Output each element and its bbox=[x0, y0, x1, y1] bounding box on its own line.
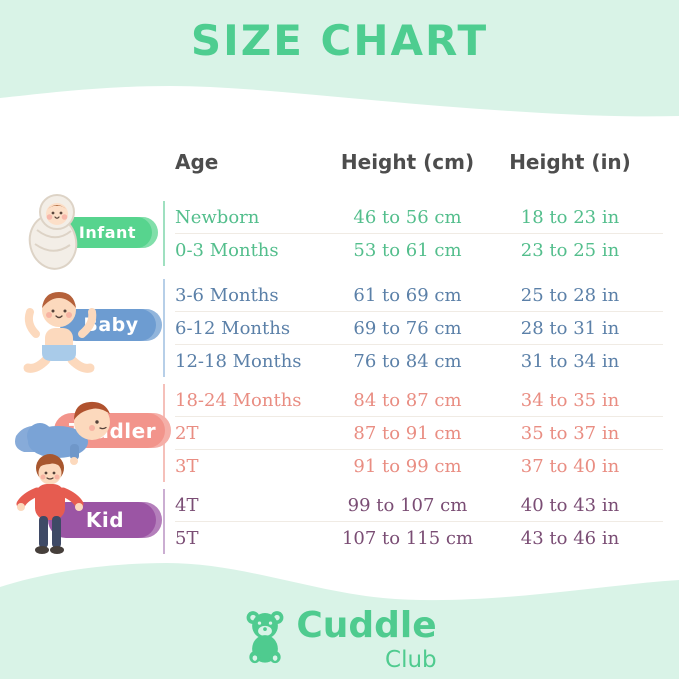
height-in-cell: 34 to 35 in bbox=[520, 389, 620, 411]
table-row: 5T 107 to 115 cm 43 to 46 in bbox=[175, 521, 663, 554]
swaddled-baby-icon bbox=[28, 194, 78, 270]
page-title: SIZE CHART bbox=[190, 16, 489, 65]
group-pill-kid: Kid bbox=[48, 502, 162, 538]
column-header-height-in: Height (in) bbox=[509, 150, 631, 174]
size-group-infant: Newborn 46 to 56 cm 18 to 23 in 0-3 Mont… bbox=[163, 201, 663, 266]
age-cell: 18-24 Months bbox=[175, 389, 302, 411]
height-cm-cell: 61 to 69 cm bbox=[353, 284, 462, 306]
column-header-height-cm: Height (cm) bbox=[340, 150, 475, 174]
age-cell: 12-18 Months bbox=[175, 350, 302, 372]
table-row: 3-6 Months 61 to 69 cm 25 to 28 in bbox=[175, 279, 663, 311]
crawling-toddler-icon bbox=[15, 401, 110, 465]
table-row: 6-12 Months 69 to 76 cm 28 to 31 in bbox=[175, 311, 663, 344]
age-cell: Newborn bbox=[175, 206, 260, 228]
height-in-cell: 28 to 31 in bbox=[520, 317, 620, 339]
height-cm-cell: 107 to 115 cm bbox=[341, 527, 474, 549]
height-cm-cell: 53 to 61 cm bbox=[353, 239, 462, 261]
size-group-kid: 4T 99 to 107 cm 40 to 43 in 5T 107 to 11… bbox=[163, 489, 663, 554]
height-in-cell: 40 to 43 in bbox=[520, 494, 620, 516]
age-cell: 3-6 Months bbox=[175, 284, 279, 306]
column-header-age: Age bbox=[175, 150, 219, 174]
standing-kid-icon bbox=[16, 454, 84, 554]
height-cm-cell: 76 to 84 cm bbox=[353, 350, 462, 372]
age-cell: 3T bbox=[175, 455, 199, 477]
table-row: 2T 87 to 91 cm 35 to 37 in bbox=[175, 416, 663, 449]
height-cm-cell: 84 to 87 cm bbox=[353, 389, 462, 411]
group-pill-label: Kid bbox=[85, 508, 125, 532]
height-in-cell: 23 to 25 in bbox=[520, 239, 620, 261]
height-in-cell: 18 to 23 in bbox=[520, 206, 620, 228]
top-wave-shape bbox=[0, 0, 679, 117]
brand-logo: Cuddle Club bbox=[0, 608, 679, 673]
height-cm-cell: 99 to 107 cm bbox=[347, 494, 468, 516]
size-group-toddler: 18-24 Months 84 to 87 cm 34 to 35 in 2T … bbox=[163, 384, 663, 482]
height-in-cell: 37 to 40 in bbox=[520, 455, 620, 477]
height-cm-cell: 91 to 99 cm bbox=[353, 455, 462, 477]
height-in-cell: 25 to 28 in bbox=[520, 284, 620, 306]
table-row: 3T 91 to 99 cm 37 to 40 in bbox=[175, 449, 663, 482]
table-row: Newborn 46 to 56 cm 18 to 23 in bbox=[175, 201, 663, 233]
group-pill-label: Baby bbox=[83, 314, 139, 336]
age-cell: 0-3 Months bbox=[175, 239, 279, 261]
table-row: 0-3 Months 53 to 61 cm 23 to 25 in bbox=[175, 233, 663, 266]
size-group-baby: 3-6 Months 61 to 69 cm 25 to 28 in 6-12 … bbox=[163, 279, 663, 377]
height-in-cell: 31 to 34 in bbox=[520, 350, 620, 372]
age-cell: 6-12 Months bbox=[175, 317, 291, 339]
height-cm-cell: 46 to 56 cm bbox=[353, 206, 462, 228]
height-cm-cell: 69 to 76 cm bbox=[353, 317, 462, 339]
bottom-wave-shape bbox=[0, 563, 679, 679]
height-in-cell: 35 to 37 in bbox=[520, 422, 620, 444]
sitting-baby-icon bbox=[23, 292, 97, 373]
height-cm-cell: 87 to 91 cm bbox=[353, 422, 462, 444]
brand-name: Cuddle bbox=[296, 605, 437, 646]
brand-subname: Club bbox=[385, 647, 437, 673]
group-pill-baby: Baby bbox=[60, 309, 162, 341]
table-row: 4T 99 to 107 cm 40 to 43 in bbox=[175, 489, 663, 521]
group-pill-label: Infant bbox=[78, 223, 137, 242]
teddy-bear-icon bbox=[246, 611, 284, 664]
age-cell: 4T bbox=[175, 494, 199, 516]
age-cell: 2T bbox=[175, 422, 199, 444]
table-row: 12-18 Months 76 to 84 cm 31 to 34 in bbox=[175, 344, 663, 377]
table-row: 18-24 Months 84 to 87 cm 34 to 35 in bbox=[175, 384, 663, 416]
age-cell: 5T bbox=[175, 527, 199, 549]
height-in-cell: 43 to 46 in bbox=[520, 527, 620, 549]
table-header: Age Height (cm) Height (in) bbox=[175, 150, 650, 174]
